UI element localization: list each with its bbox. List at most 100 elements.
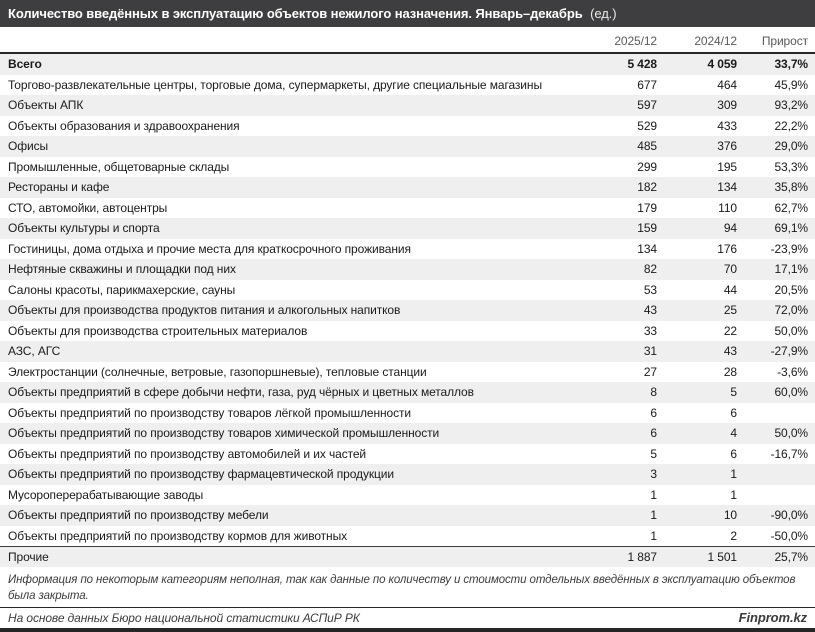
value-2024-cell: 22 — [723, 323, 737, 338]
table-row: Рестораны и кафе 182 134 35,8% — [0, 177, 815, 198]
table-row: Гостиницы, дома отдыха и прочие места дл… — [0, 239, 815, 260]
value-2024-cell: 1 501 — [707, 549, 737, 564]
value-2025-cell: 53 — [643, 282, 657, 297]
growth-cell: 62,7% — [774, 200, 808, 215]
category-cell: Нефтяные скважины и площадки под них — [8, 262, 236, 277]
table-row: Нефтяные скважины и площадки под них 82 … — [0, 259, 815, 280]
category-cell: Всего — [8, 57, 42, 72]
column-header-row: 2025/12 2024/12 Прирост — [0, 27, 815, 54]
value-2025-cell: 182 — [637, 180, 657, 195]
category-cell: Объекты культуры и спорта — [8, 221, 160, 236]
table-row: Электростанции (солнечные, ветровые, газ… — [0, 362, 815, 383]
category-cell: Торгово-развлекательные центры, торговые… — [8, 77, 542, 92]
value-2025-cell: 299 — [637, 159, 657, 174]
column-header-growth: Прирост — [761, 34, 808, 48]
value-2025-cell: 1 887 — [627, 549, 657, 564]
table-row: Объекты предприятий по производству фарм… — [0, 464, 815, 485]
growth-cell: 69,1% — [774, 221, 808, 236]
growth-cell: 35,8% — [774, 180, 808, 195]
value-2024-cell: 6 — [730, 405, 737, 420]
page-title-unit: (ед.) — [590, 6, 617, 21]
value-2024-cell: 376 — [717, 139, 737, 154]
category-cell: Офисы — [8, 139, 49, 154]
value-2025-cell: 6 — [650, 405, 657, 420]
table-row: Объекты предприятий по производству това… — [0, 403, 815, 424]
value-2024-cell: 10 — [723, 508, 737, 523]
table-row: Объекты культуры и спорта 159 94 69,1% — [0, 218, 815, 239]
growth-cell: 45,9% — [774, 77, 808, 92]
value-2025-cell: 33 — [643, 323, 657, 338]
category-cell: Рестораны и кафе — [8, 180, 110, 195]
value-2024-cell: 1 — [730, 467, 737, 482]
growth-cell: 72,0% — [774, 303, 808, 318]
growth-cell: -3,6% — [777, 364, 808, 379]
table-row: АЗС, АГС 31 43 -27,9% — [0, 341, 815, 362]
growth-cell: -23,9% — [770, 241, 809, 256]
growth-cell: -90,0% — [770, 508, 809, 523]
growth-cell: 25,7% — [774, 549, 808, 564]
value-2024-cell: 70 — [723, 262, 737, 277]
category-cell: Объекты для производства строительных ма… — [8, 323, 308, 338]
table-row: Офисы 485 376 29,0% — [0, 136, 815, 157]
value-2024-cell: 110 — [718, 200, 737, 215]
value-2025-cell: 529 — [637, 118, 657, 133]
growth-cell: 93,2% — [774, 98, 808, 113]
value-2025-cell: 1 — [650, 508, 657, 523]
table-row: Объекты АПК 597 309 93,2% — [0, 95, 815, 116]
value-2024-cell: 44 — [723, 282, 737, 297]
category-cell: Объекты предприятий по производству фарм… — [8, 467, 394, 482]
table-row: Мусороперерабатывающие заводы 1 1 — [0, 485, 815, 506]
value-2024-cell: 6 — [730, 446, 737, 461]
growth-cell: 20,5% — [774, 282, 808, 297]
growth-cell: 50,0% — [774, 323, 808, 338]
table-body: Всего 5 428 4 059 33,7% Торгово-развлека… — [0, 54, 815, 567]
column-header-2024-12: 2024/12 — [694, 34, 737, 48]
growth-cell: -50,0% — [770, 528, 809, 543]
growth-cell: 53,3% — [774, 159, 808, 174]
value-2024-cell: 1 — [730, 487, 737, 502]
growth-cell: -16,7% — [770, 446, 809, 461]
value-2025-cell: 1 — [650, 528, 657, 543]
category-cell: СТО, автомойки, автоцентры — [8, 200, 168, 215]
table-row: Объекты образования и здравоохранения 52… — [0, 116, 815, 137]
value-2025-cell: 597 — [637, 98, 657, 113]
value-2025-cell: 27 — [643, 364, 657, 379]
category-cell: Объекты предприятий по производству авто… — [8, 446, 367, 461]
value-2024-cell: 309 — [717, 98, 737, 113]
value-2025-cell: 677 — [637, 77, 657, 92]
category-cell: Объекты АПК — [8, 98, 84, 113]
title-bar: Количество введённых в эксплуатацию объе… — [0, 0, 815, 27]
table-row: Объекты для производства продуктов питан… — [0, 300, 815, 321]
value-2024-cell: 2 — [730, 528, 737, 543]
category-cell: Объекты предприятий по производству това… — [8, 426, 440, 441]
table-row: Объекты предприятий по производству това… — [0, 423, 815, 444]
brand-link[interactable]: Finprom.kz — [738, 610, 807, 625]
value-2024-cell: 5 — [730, 385, 737, 400]
growth-cell: 50,0% — [774, 426, 808, 441]
page-title: Количество введённых в эксплуатацию объе… — [8, 6, 617, 21]
table-row: Объекты для производства строительных ма… — [0, 321, 815, 342]
category-cell: Объекты предприятий в сфере добычи нефти… — [8, 385, 474, 400]
value-2025-cell: 159 — [637, 221, 657, 236]
table-row: Прочие 1 887 1 501 25,7% — [0, 546, 815, 567]
category-cell: Объекты предприятий по производству корм… — [8, 528, 347, 543]
value-2024-cell: 4 — [730, 426, 737, 441]
value-2025-cell: 3 — [650, 467, 657, 482]
growth-cell: 17,1% — [774, 262, 808, 277]
category-cell: Мусороперерабатывающие заводы — [8, 487, 204, 502]
value-2025-cell: 82 — [643, 262, 657, 277]
bottom-rule — [0, 627, 815, 632]
column-header-2025-12: 2025/12 — [614, 34, 657, 48]
value-2024-cell: 43 — [723, 344, 737, 359]
growth-cell: 22,2% — [774, 118, 808, 133]
value-2024-cell: 176 — [717, 241, 737, 256]
growth-cell: 29,0% — [774, 139, 808, 154]
value-2024-cell: 4 059 — [707, 57, 737, 72]
source-text: На основе данных Бюро национальной стати… — [8, 610, 360, 625]
value-2025-cell: 6 — [650, 426, 657, 441]
table-row: Объекты предприятий в сфере добычи нефти… — [0, 382, 815, 403]
value-2024-cell: 134 — [717, 180, 737, 195]
category-cell: Промышленные, общетоварные склады — [8, 159, 230, 174]
growth-cell: 60,0% — [774, 385, 808, 400]
